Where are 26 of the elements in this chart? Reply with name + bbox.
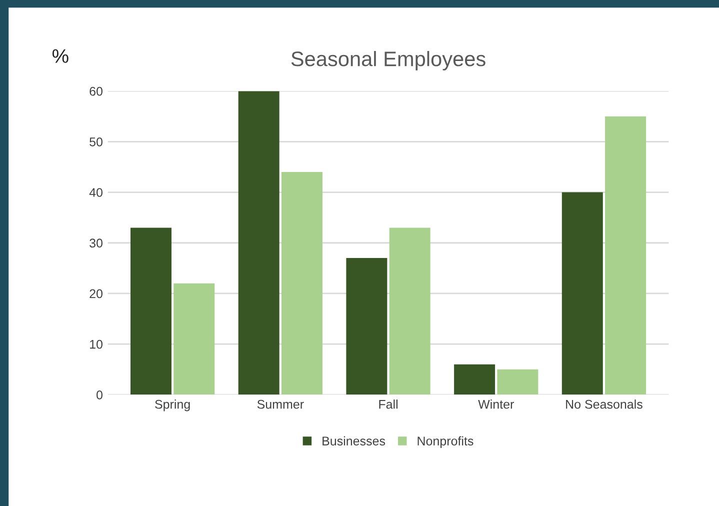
bar: [346, 258, 388, 395]
bar: [605, 116, 646, 395]
y-tick-label: 0: [96, 390, 102, 400]
y-tick-label: 20: [90, 289, 102, 298]
x-tick-label: Summer: [257, 400, 304, 409]
x-tick-label: Winter: [478, 400, 514, 409]
y-tick-label: 40: [89, 188, 102, 197]
y-tick-label: 30: [90, 238, 102, 248]
bar: [130, 228, 172, 395]
bar: [238, 91, 280, 395]
x-tick-label: Fall: [379, 400, 398, 409]
y-tick-label: 10: [90, 340, 102, 349]
x-tick-label: No Seasonals: [566, 400, 642, 409]
y-tick-label: 60: [90, 86, 102, 96]
bar: [497, 369, 538, 395]
chart-title: Seasonal Employees: [291, 50, 486, 70]
bar: [454, 364, 496, 395]
legend-label: Businesses: [322, 436, 386, 446]
x-tick-label: Spring: [155, 400, 190, 412]
bar: [562, 192, 603, 395]
legend-label: Nonprofits: [418, 436, 474, 448]
bar: [389, 228, 430, 395]
bar: [281, 172, 322, 395]
bar: [174, 283, 215, 395]
y-tick-label: 50: [90, 137, 102, 146]
y-axis-title: %: [52, 49, 68, 63]
